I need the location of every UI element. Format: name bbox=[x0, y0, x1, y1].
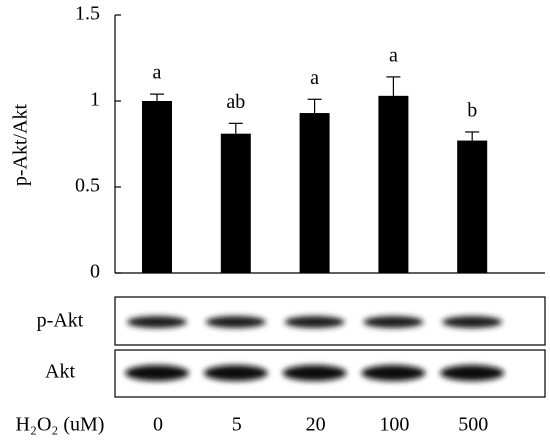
blot-band bbox=[127, 316, 187, 328]
blot-label: p-Akt bbox=[37, 310, 84, 332]
bar bbox=[142, 101, 172, 273]
significance-letter: b bbox=[467, 100, 477, 122]
y-axis-label: p-Akt/Akt bbox=[10, 103, 32, 186]
x-tick-label: 20 bbox=[306, 414, 326, 436]
x-axis-label: H₂O₂ (uM) bbox=[16, 414, 105, 436]
x-tick-label: 500 bbox=[458, 414, 488, 436]
y-tick-label: 1 bbox=[90, 89, 100, 111]
x-tick-label: 100 bbox=[379, 414, 409, 436]
blot-band bbox=[284, 316, 345, 328]
bar bbox=[457, 140, 488, 273]
x-tick-label: 0 bbox=[153, 414, 163, 436]
blot-band bbox=[440, 365, 505, 381]
bar bbox=[299, 113, 330, 273]
blot-band bbox=[363, 316, 424, 328]
y-tick-label: 1.5 bbox=[75, 3, 100, 25]
y-tick-label: 0.5 bbox=[75, 175, 100, 197]
bar bbox=[220, 133, 251, 273]
blot-band bbox=[361, 365, 426, 381]
significance-letter: a bbox=[389, 45, 398, 67]
x-tick-label: 5 bbox=[232, 414, 242, 436]
blot-band bbox=[205, 316, 266, 328]
y-tick-label: 0 bbox=[90, 261, 100, 283]
significance-letter: ab bbox=[226, 91, 245, 113]
blot-band bbox=[203, 365, 268, 381]
blot-band bbox=[282, 365, 347, 381]
blot-band bbox=[442, 316, 503, 328]
blot-band bbox=[125, 365, 189, 381]
blot-label: Akt bbox=[45, 361, 75, 383]
bar bbox=[378, 95, 409, 273]
significance-letter: a bbox=[153, 62, 162, 84]
significance-letter: a bbox=[310, 67, 319, 89]
